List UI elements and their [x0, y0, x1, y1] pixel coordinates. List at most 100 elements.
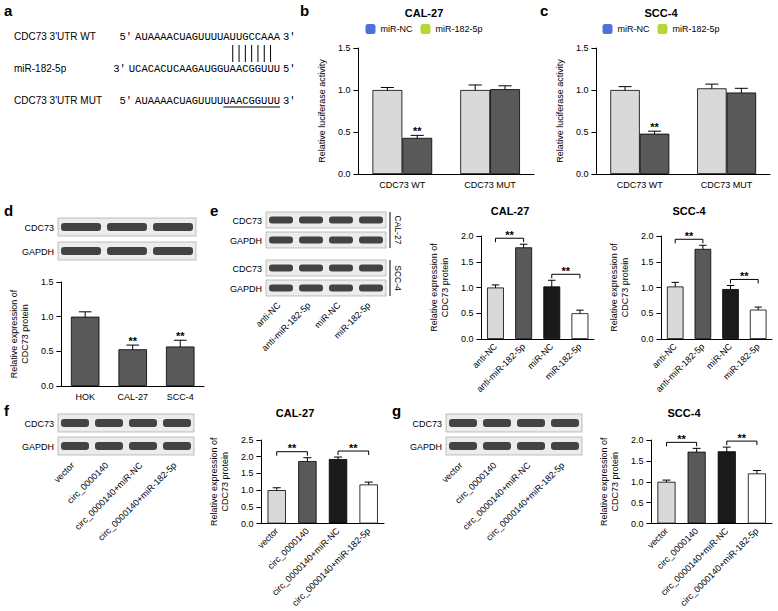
svg-text:Relative expression of: Relative expression of [599, 437, 609, 526]
svg-text:1.0: 1.0 [576, 85, 589, 95]
svg-text:0.0: 0.0 [641, 334, 654, 344]
svg-text:**: ** [650, 121, 659, 133]
svg-text:0.5: 0.5 [631, 498, 644, 508]
svg-text:HOK: HOK [75, 392, 95, 402]
svg-text:miR-182-5p: miR-182-5p [721, 341, 761, 381]
svg-text:0.0: 0.0 [338, 169, 351, 179]
svg-text:circ_0000140+miR-182-5p: circ_0000140+miR-182-5p [290, 526, 372, 608]
svg-text:0.0: 0.0 [241, 519, 254, 529]
svg-text:miR-NC: miR-NC [617, 24, 649, 34]
svg-text:CDC73 protein: CDC73 protein [610, 452, 620, 512]
svg-text:circ_0000140+miR-182-5p: circ_0000140+miR-182-5p [96, 460, 178, 542]
svg-text:5': 5' [119, 31, 132, 43]
svg-text:**: ** [738, 432, 747, 444]
svg-text:**: ** [413, 125, 422, 137]
svg-text:1.5: 1.5 [41, 277, 54, 287]
svg-text:Relative expression of: Relative expression of [609, 243, 619, 332]
svg-text:0.0: 0.0 [41, 381, 54, 391]
svg-text:CDC73: CDC73 [232, 216, 262, 226]
svg-text:2.5: 2.5 [241, 435, 254, 445]
svg-text:vector: vector [256, 526, 280, 550]
svg-text:AUAAAACUAGUUUUUAACGGUUU: AUAAAACUAGUUUUUAACGGUUU [135, 95, 280, 107]
svg-text:anti-miR-182-5p: anti-miR-182-5p [260, 300, 313, 353]
svg-text:CDC73: CDC73 [24, 419, 54, 429]
svg-text:Relative expression of: Relative expression of [429, 243, 439, 332]
svg-text:miR-182-5p: miR-182-5p [435, 24, 482, 34]
svg-text:**: ** [685, 230, 694, 242]
svg-text:0.5: 0.5 [41, 346, 54, 356]
svg-text:**: ** [740, 270, 749, 282]
svg-text:miR-NC: miR-NC [313, 300, 343, 330]
svg-text:**: ** [288, 442, 297, 454]
svg-text:1.0: 1.0 [41, 312, 54, 322]
svg-text:CDC73 WT: CDC73 WT [617, 180, 664, 190]
svg-text:CDC73 protein: CDC73 protein [620, 258, 630, 318]
svg-text:1.5: 1.5 [576, 43, 589, 53]
svg-text:1.5: 1.5 [241, 468, 254, 478]
svg-text:CAL-27: CAL-27 [276, 407, 315, 419]
svg-text:**: ** [349, 442, 358, 454]
svg-text:anti-miR-182-5p: anti-miR-182-5p [654, 341, 707, 394]
svg-text:1.0: 1.0 [641, 283, 654, 293]
svg-text:vector: vector [440, 460, 464, 484]
svg-text:2.0: 2.0 [631, 435, 644, 445]
svg-text:SCC-4: SCC-4 [672, 205, 706, 217]
svg-text:circ_0000140+miR-182-5p: circ_0000140+miR-182-5p [484, 460, 566, 542]
svg-text:0.5: 0.5 [461, 308, 474, 318]
svg-text:2.0: 2.0 [461, 231, 474, 241]
svg-text:**: ** [176, 330, 185, 342]
svg-text:Relative luciferase activity: Relative luciferase activity [317, 59, 327, 163]
svg-text:0.5: 0.5 [576, 127, 589, 137]
svg-text:5': 5' [283, 63, 296, 75]
svg-text:miR-182-5p: miR-182-5p [332, 300, 372, 340]
svg-text:CDC73 WT: CDC73 WT [379, 180, 426, 190]
svg-text:CAL-27: CAL-27 [393, 216, 403, 245]
svg-text:anti-NC: anti-NC [254, 300, 283, 329]
svg-text:AUAAAACUAGUUUUAUUGCCAAA: AUAAAACUAGUUUUAUUGCCAAA [135, 31, 281, 43]
svg-text:Relative expression of: Relative expression of [9, 289, 19, 378]
svg-text:GAPDH: GAPDH [230, 236, 262, 246]
svg-text:0.5: 0.5 [641, 308, 654, 318]
svg-text:CDC73 protein: CDC73 protein [220, 452, 230, 512]
svg-text:**: ** [562, 265, 571, 277]
svg-text:vector: vector [52, 460, 76, 484]
svg-text:GAPDH: GAPDH [22, 247, 54, 257]
svg-text:anti-miR-182-5p: anti-miR-182-5p [475, 341, 528, 394]
svg-text:vector: vector [646, 526, 670, 550]
svg-text:**: ** [677, 433, 686, 445]
svg-text:CAL-27: CAL-27 [491, 205, 530, 217]
svg-text:3': 3' [113, 63, 126, 75]
svg-text:1.0: 1.0 [338, 85, 351, 95]
svg-text:3': 3' [283, 31, 296, 43]
svg-text:0.0: 0.0 [576, 169, 589, 179]
svg-text:CDC73 3'UTR WT: CDC73 3'UTR WT [14, 31, 96, 42]
svg-text:1.0: 1.0 [461, 283, 474, 293]
svg-text:CDC73 protein: CDC73 protein [20, 304, 30, 364]
svg-text:2.0: 2.0 [241, 452, 254, 462]
svg-text:CDC73: CDC73 [232, 264, 262, 274]
svg-text:**: ** [505, 229, 514, 241]
svg-text:CDC73 protein: CDC73 protein [440, 258, 450, 318]
svg-text:5': 5' [119, 95, 132, 107]
svg-text:0.5: 0.5 [241, 502, 254, 512]
svg-text:UCACACUCAAGAUGGUAACGGUUU: UCACACUCAAGAUGGUAACGGUUU [129, 63, 280, 75]
svg-text:SCC-4: SCC-4 [644, 7, 678, 19]
svg-text:circ_0000140+miR-NC: circ_0000140+miR-NC [461, 460, 533, 532]
svg-text:1.5: 1.5 [461, 257, 474, 267]
svg-text:miR-182-5p: miR-182-5p [14, 63, 67, 74]
svg-text:miR-NC: miR-NC [380, 24, 412, 34]
svg-text:CDC73: CDC73 [24, 223, 54, 233]
svg-text:1.5: 1.5 [338, 43, 351, 53]
svg-text:**: ** [128, 335, 137, 347]
svg-text:circ_0000140+miR-NC: circ_0000140+miR-NC [73, 460, 145, 532]
svg-text:2.0: 2.0 [641, 231, 654, 241]
svg-text:miR-182-5p: miR-182-5p [543, 341, 583, 381]
svg-text:1.0: 1.0 [631, 477, 644, 487]
svg-text:SCC-4: SCC-4 [393, 265, 403, 291]
svg-text:circ_0000140+miR-182-5p: circ_0000140+miR-182-5p [678, 526, 760, 608]
svg-text:1.5: 1.5 [631, 456, 644, 466]
svg-text:GAPDH: GAPDH [230, 284, 262, 294]
svg-text:0.0: 0.0 [461, 334, 474, 344]
svg-text:miR-182-5p: miR-182-5p [672, 24, 719, 34]
svg-text:CAL-27: CAL-27 [117, 392, 148, 402]
